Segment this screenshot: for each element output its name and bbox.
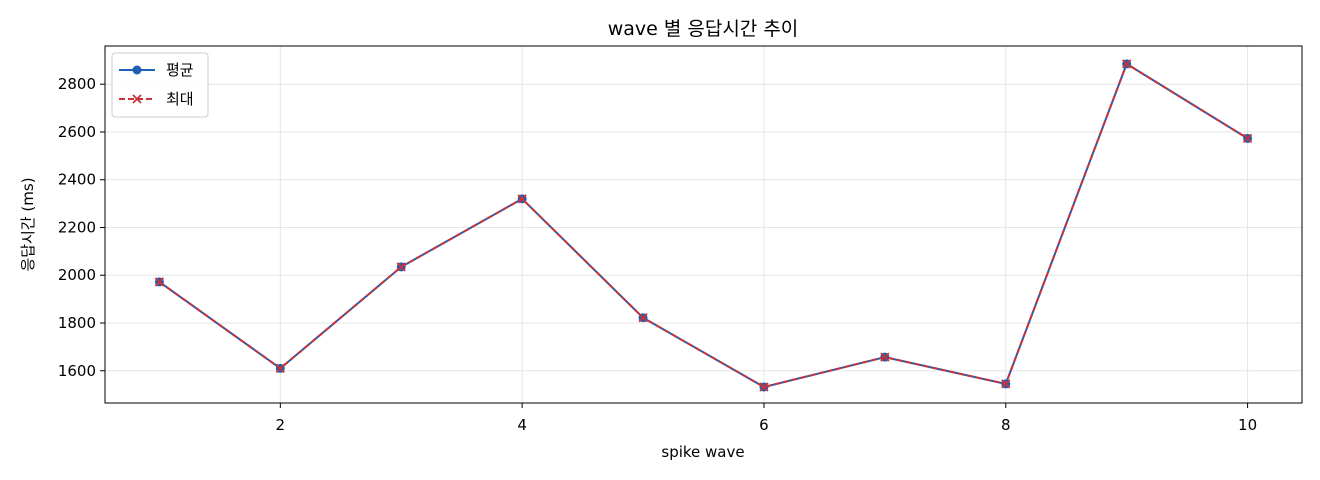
series-point-2	[1001, 379, 1011, 389]
series-point-2	[1122, 59, 1132, 69]
series-point-2	[759, 382, 769, 392]
series-point-2	[396, 262, 406, 272]
series-point-2	[517, 194, 527, 204]
series-point-2	[880, 352, 890, 362]
grid	[105, 46, 1302, 403]
series-point-2	[154, 277, 165, 287]
legend-marker-1	[132, 65, 142, 75]
y-tick-label: 2800	[58, 75, 96, 93]
series-line-2	[158, 62, 1249, 389]
series-point-2	[1242, 133, 1253, 144]
x-tick-label: 4	[517, 416, 527, 434]
x-tick-label: 6	[759, 416, 769, 434]
x-tick-label: 10	[1238, 416, 1257, 434]
y-tick-label: 2400	[58, 171, 96, 189]
y-tick-label: 2200	[58, 218, 96, 236]
legend-label-1: 평균	[166, 61, 194, 79]
x-axis-label: spike wave	[661, 443, 744, 461]
plot-frame	[104, 45, 1303, 404]
series-line-1	[158, 62, 1249, 389]
series-point-2	[638, 313, 648, 323]
legend-label-2: 최대	[166, 90, 194, 108]
axis-ticks: 2 4 6 8 10 1600 1800 2000 2200 2400 2600 2800	[58, 75, 1257, 434]
y-tick-label: 1600	[58, 362, 96, 380]
series-point-2	[275, 363, 285, 374]
x-tick-label: 8	[1001, 416, 1011, 434]
chart-title: wave 별 응답시간 추이	[608, 18, 799, 40]
y-tick-label: 1800	[58, 314, 96, 332]
x-tick-label: 2	[276, 416, 286, 434]
legend-marker-2	[132, 94, 142, 104]
y-axis-label: 응답시간 (ms)	[19, 177, 37, 271]
series-layer	[154, 59, 1253, 392]
y-tick-label: 2000	[58, 266, 96, 284]
y-tick-label: 2600	[58, 123, 96, 141]
